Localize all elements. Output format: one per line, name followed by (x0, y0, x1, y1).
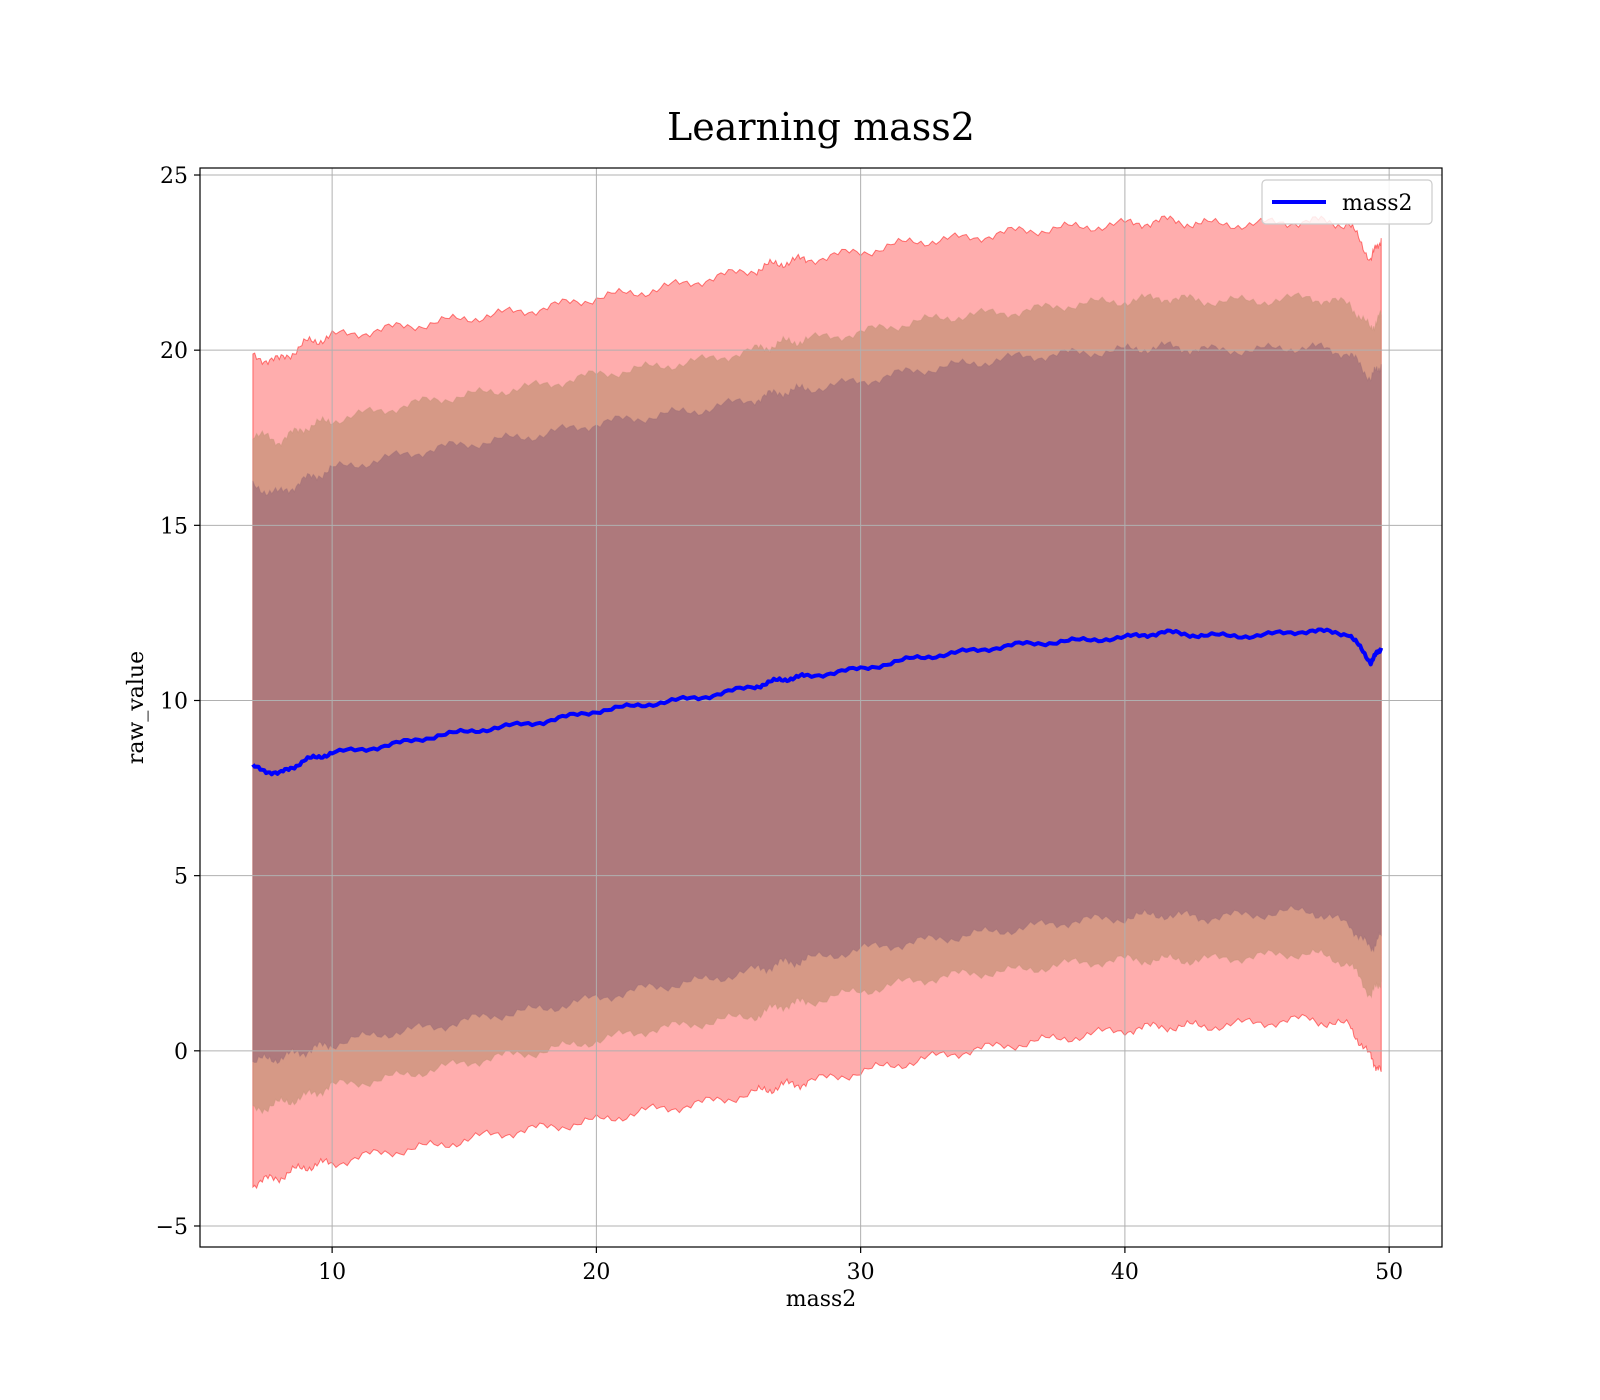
band-inner (252, 341, 1382, 1065)
y-tick-label: 10 (160, 689, 188, 714)
line-layer (251, 627, 1384, 777)
x-tick-label: 40 (1111, 1260, 1139, 1285)
y-ticks: −5 0 5 10 15 20 25 (156, 164, 200, 1240)
legend: mass2 (1261, 179, 1433, 225)
x-tick-label: 20 (582, 1260, 610, 1285)
y-tick-label: 25 (160, 164, 188, 189)
plot-frame (199, 167, 1443, 1248)
x-tick-label: 10 (318, 1260, 346, 1285)
x-tick-label: 30 (847, 1260, 875, 1285)
y-tick-label: 5 (174, 865, 188, 890)
y-tick-label: 0 (174, 1040, 188, 1065)
y-axis-label: raw_value (124, 651, 149, 764)
chart-title: Learning mass2 (667, 105, 975, 149)
legend-box (1261, 179, 1433, 225)
x-axis-label: mass2 (786, 1287, 857, 1312)
y-tick-label: −5 (156, 1215, 188, 1240)
y-tick-label: 20 (160, 339, 188, 364)
grid-layer (200, 168, 1442, 1247)
bands-layer (252, 215, 1382, 1190)
x-tick-label: 50 (1375, 1260, 1403, 1285)
legend-label: mass2 (1342, 191, 1413, 216)
x-ticks: 10 20 30 40 50 (318, 1247, 1403, 1285)
y-tick-label: 15 (160, 514, 188, 539)
series-line-mass2 (251, 627, 1384, 777)
